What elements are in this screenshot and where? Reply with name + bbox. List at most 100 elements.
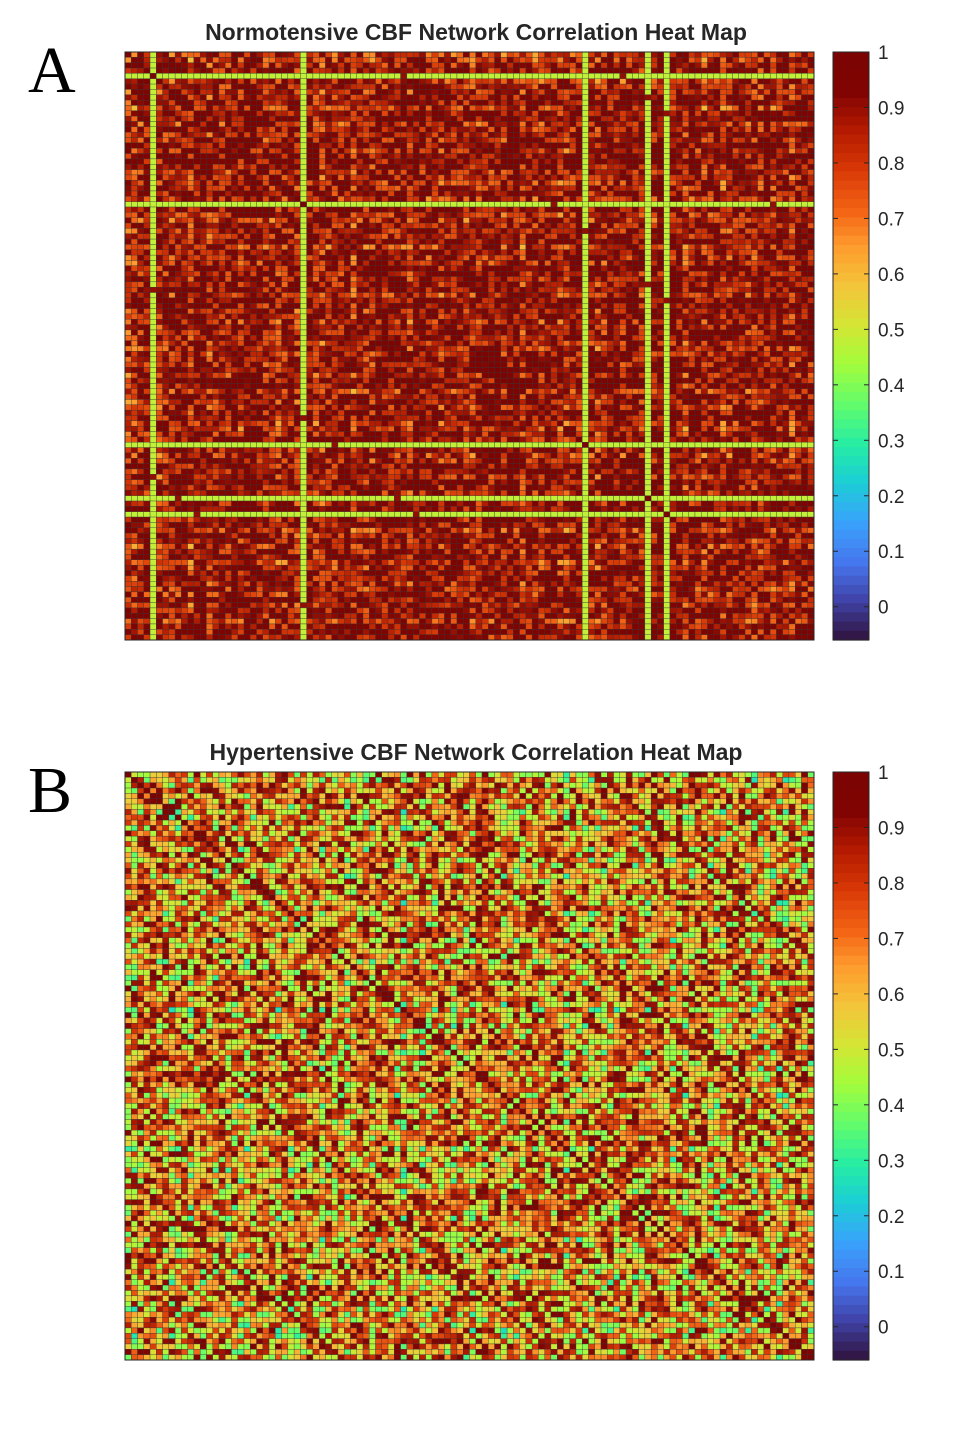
heatmap-cell: [438, 62, 445, 69]
heatmap-cell: [387, 121, 395, 128]
heatmap-cell: [544, 153, 552, 160]
heatmap-cell: [795, 254, 802, 261]
heatmap-cell: [412, 148, 420, 154]
heatmap-cell: [212, 244, 220, 250]
heatmap-cell: [707, 94, 714, 101]
heatmap-cell: [519, 67, 527, 74]
heatmap-cell: [550, 73, 558, 79]
heatmap-cell: [463, 228, 470, 234]
heatmap-cell: [431, 249, 439, 256]
heatmap-cell: [250, 265, 257, 272]
heatmap-cell: [588, 137, 595, 144]
heatmap-cell: [688, 270, 696, 277]
heatmap-cell: [174, 137, 182, 144]
heatmap-cell: [613, 67, 621, 74]
heatmap-cell: [682, 57, 689, 63]
heatmap-cell: [243, 287, 251, 293]
heatmap-cell: [256, 180, 263, 186]
heatmap-cell: [613, 89, 621, 95]
heatmap-cell: [225, 260, 232, 266]
heatmap-cell: [782, 132, 790, 138]
heatmap-cell: [268, 238, 276, 245]
heatmap-cell: [318, 201, 326, 208]
heatmap-cell: [632, 265, 639, 272]
heatmap-cell: [131, 51, 138, 58]
heatmap-cell: [256, 158, 263, 165]
heatmap-cell: [318, 174, 326, 181]
heatmap-cell: [563, 228, 570, 234]
heatmap-cell: [619, 249, 627, 256]
heatmap-cell: [131, 105, 138, 111]
heatmap-cell: [575, 115, 583, 122]
heatmap-cell: [788, 260, 796, 266]
heatmap-cell: [663, 169, 671, 176]
heatmap-cell: [550, 276, 558, 283]
heatmap-cell: [444, 276, 451, 283]
heatmap-cell: [594, 115, 602, 122]
heatmap-cell: [362, 190, 370, 197]
heatmap-cell: [738, 276, 746, 283]
heatmap-cell: [525, 265, 533, 272]
heatmap-cell: [638, 121, 646, 128]
heatmap-cell: [582, 276, 589, 283]
heatmap-cell: [206, 281, 213, 288]
heatmap-cell: [218, 153, 226, 160]
heatmap-cell: [387, 83, 395, 90]
heatmap-cell: [469, 99, 476, 106]
heatmap-cell: [694, 212, 702, 218]
heatmap-cell: [719, 99, 727, 106]
heatmap-cell: [275, 281, 282, 288]
heatmap-cell: [682, 180, 689, 186]
heatmap-cell: [769, 260, 777, 266]
heatmap-cell: [419, 180, 426, 186]
heatmap-cell: [212, 115, 220, 122]
heatmap-cell: [757, 233, 765, 240]
heatmap-cell: [381, 292, 389, 299]
heatmap-cell: [638, 126, 646, 133]
heatmap-cell: [400, 105, 408, 111]
heatmap-cell: [362, 196, 370, 202]
heatmap-cell: [237, 99, 245, 106]
heatmap-cell: [625, 201, 633, 208]
heatmap-cell: [676, 89, 683, 95]
heatmap-cell: [425, 89, 433, 95]
heatmap-cell: [625, 99, 633, 106]
heatmap-cell: [776, 244, 783, 250]
heatmap-cell: [262, 265, 270, 272]
heatmap-cell: [632, 99, 639, 106]
heatmap-cell: [412, 169, 420, 176]
heatmap-cell: [181, 287, 188, 293]
heatmap-cell: [506, 265, 514, 272]
heatmap-cell: [250, 196, 257, 202]
heatmap-cell: [369, 132, 376, 138]
heatmap-cell: [187, 51, 195, 58]
heatmap-cell: [187, 201, 195, 208]
heatmap-cell: [300, 174, 307, 181]
heatmap-cell: [600, 222, 608, 229]
heatmap-cell: [331, 276, 339, 283]
heatmap-cell: [450, 164, 458, 170]
heatmap-cell: [776, 196, 783, 202]
heatmap-cell: [582, 99, 589, 106]
heatmap-cell: [538, 164, 545, 170]
heatmap-cell: [575, 164, 583, 170]
heatmap-cell: [588, 153, 595, 160]
heatmap-cell: [732, 148, 740, 154]
heatmap-cell: [726, 222, 733, 229]
heatmap-cell: [156, 142, 163, 149]
heatmap-cell: [531, 249, 539, 256]
heatmap-cell: [412, 153, 420, 160]
heatmap-cell: [256, 148, 263, 154]
heatmap-cell: [569, 115, 577, 122]
heatmap-cell: [732, 158, 740, 165]
heatmap-cell: [193, 281, 201, 288]
heatmap-cell: [212, 67, 220, 74]
heatmap-cell: [268, 222, 276, 229]
heatmap-cell: [350, 126, 357, 133]
heatmap-cell: [701, 244, 708, 250]
heatmap-cell: [588, 83, 595, 90]
heatmap-cell: [713, 126, 721, 133]
heatmap-cell: [488, 142, 495, 149]
heatmap-cell: [594, 57, 602, 63]
heatmap-cell: [124, 105, 132, 111]
